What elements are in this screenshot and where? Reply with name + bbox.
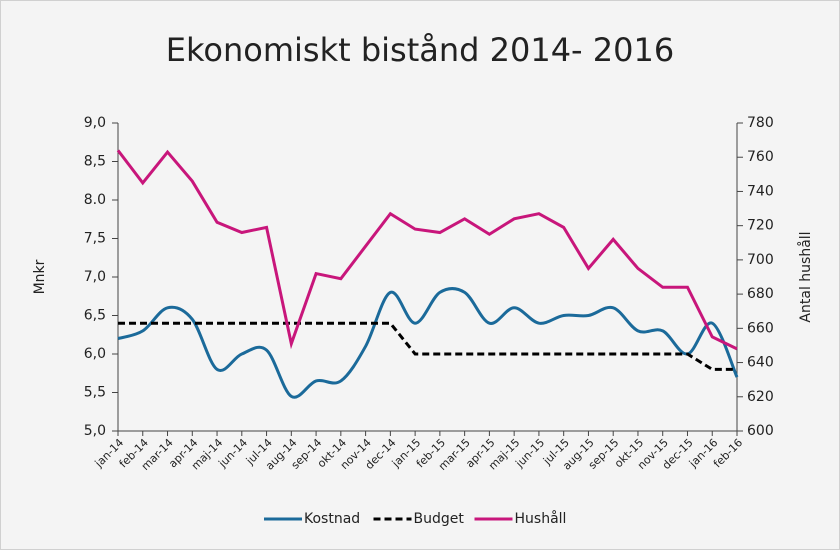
- y-tick-label: 5,0: [84, 423, 106, 439]
- y2-tick-label: 780: [747, 115, 774, 131]
- y2-tick-label: 680: [747, 286, 774, 302]
- y2-axis-title: Antal hushåll: [797, 231, 814, 322]
- legend-label: Hushåll: [515, 510, 567, 527]
- y2-tick-label: 700: [747, 252, 774, 268]
- series-line: [116, 149, 738, 351]
- series-line: [117, 287, 739, 399]
- y-tick-label: 6,0: [84, 346, 106, 362]
- y2-tick-label: 740: [747, 183, 774, 199]
- y-axis-title: Mnkr: [32, 259, 48, 294]
- y2-tick-label: 640: [747, 355, 774, 371]
- legend-label: Kostnad: [304, 511, 360, 527]
- y-tick-label: 8,5: [84, 154, 106, 170]
- y2-tick-label: 600: [747, 423, 774, 439]
- y2-tick-label: 720: [747, 218, 774, 234]
- y-tick-label: 5,5: [84, 385, 106, 401]
- y2-tick-label: 660: [747, 320, 774, 336]
- y-tick-label: 9,0: [84, 115, 106, 131]
- series-line: [118, 321, 737, 371]
- chart-title: Ekonomiskt bistånd 2014- 2016: [166, 31, 674, 69]
- y2-tick-label: 620: [747, 389, 774, 405]
- legend-label: Budget: [414, 511, 465, 527]
- y-tick-label: 8.0: [84, 192, 106, 208]
- y-tick-label: 7,0: [84, 269, 106, 285]
- y2-tick-label: 760: [747, 149, 774, 165]
- y-tick-label: 6,5: [84, 308, 106, 324]
- y-tick-label: 7,5: [84, 231, 106, 247]
